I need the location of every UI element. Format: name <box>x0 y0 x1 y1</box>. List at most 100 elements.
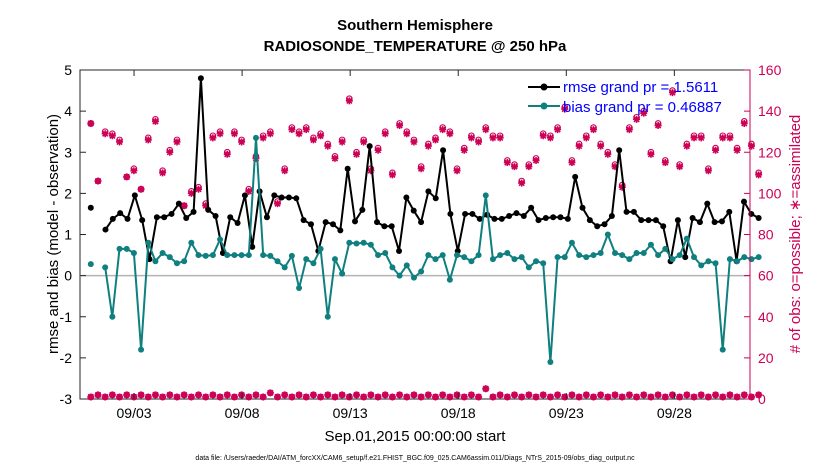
y2-axis-label: # of obs: o=possible; ∗=assimilated <box>787 115 804 354</box>
obs-assimilated-marker <box>589 126 597 134</box>
rmse-point <box>175 200 182 207</box>
bias-point <box>360 239 367 246</box>
rmse-point <box>263 214 270 221</box>
obs-assimilated-low-marker <box>460 393 468 401</box>
obs-assimilated-marker <box>633 115 641 123</box>
rmse-point <box>704 200 711 207</box>
rmse-point <box>469 210 476 217</box>
obs-assimilated-low-marker <box>417 393 425 401</box>
obs-assimilated-marker <box>654 122 662 130</box>
obs-assimilated-marker <box>374 146 382 154</box>
obs-assimilated-marker <box>690 134 698 142</box>
rmse-point <box>271 192 278 199</box>
data-file-footer: data file: /Users/raeder/DAI/ATM_forcXX/… <box>195 455 635 462</box>
rmse-point <box>660 223 667 230</box>
bias-point <box>504 250 511 257</box>
rmse-point <box>117 210 124 217</box>
obs-assimilated-low-marker <box>446 393 454 401</box>
bias-point <box>231 252 238 259</box>
obs-assimilated-marker <box>661 159 669 167</box>
obs-assimilated-marker <box>230 130 238 138</box>
obs-assimilated-low-marker <box>381 391 389 399</box>
bias-point <box>475 252 482 259</box>
bias-point <box>152 258 159 265</box>
obs-assimilated-marker <box>525 163 533 171</box>
bias-point <box>676 252 683 259</box>
bias-point <box>533 258 540 265</box>
obs-assimilated-marker <box>582 134 590 142</box>
obs-assimilated-marker <box>144 136 152 144</box>
rmse-point <box>674 217 681 224</box>
obs-assimilated-low-marker <box>123 391 131 399</box>
rmse-point <box>711 219 718 226</box>
bias-point <box>597 250 604 257</box>
bias-point <box>568 239 575 246</box>
obs-assimilated-low-marker <box>712 391 720 399</box>
obs-assimilated-low-marker <box>101 393 109 401</box>
bias-point <box>87 261 94 268</box>
bias-point <box>188 239 195 246</box>
obs-assimilated-marker <box>683 142 691 150</box>
rmse-point <box>337 227 344 234</box>
obs-assimilated-low-marker <box>525 391 533 399</box>
y-tick-label: 5 <box>64 62 72 78</box>
y2-tick-label: 160 <box>758 62 782 78</box>
obs-assimilated-marker <box>87 119 95 127</box>
obs-assimilated-marker <box>281 167 289 175</box>
rmse-point <box>410 207 417 214</box>
bias-point <box>425 252 432 259</box>
obs-assimilated-marker <box>446 130 454 138</box>
bias-point <box>252 134 259 141</box>
chart-axes: 09/03 09/08 09/13 09/18 09/23 09/28 -3 -2 -1 0 1 2 3… <box>60 62 782 421</box>
obs-assimilated-marker <box>467 134 475 142</box>
obs-assimilated-low-marker <box>740 391 748 399</box>
bias-point <box>310 260 317 267</box>
rmse-point <box>579 204 586 211</box>
bias-point <box>691 254 698 261</box>
bias-point <box>382 250 389 257</box>
rmse-point <box>616 147 623 154</box>
bias-point <box>468 258 475 265</box>
bias-point <box>554 254 561 261</box>
obs-assimilated-low-marker <box>726 391 734 399</box>
rmse-point <box>601 221 608 228</box>
bias-point <box>633 250 640 257</box>
obs-assimilated-low-marker <box>295 391 303 399</box>
obs-assimilated-marker <box>331 154 339 162</box>
obs-assimilated-marker <box>460 146 468 154</box>
obs-assimilated-low-marker <box>173 393 181 401</box>
obs-assimilated-low-marker <box>467 391 475 399</box>
bias-point <box>755 254 762 261</box>
bias-point <box>353 240 360 247</box>
rmse-point <box>344 165 351 172</box>
obs-assimilated-low-marker <box>302 393 310 401</box>
bias-point <box>324 313 331 320</box>
bias-point <box>647 241 654 248</box>
obs-assimilated-marker <box>216 130 224 138</box>
obs-assimilated-low-marker <box>274 393 282 401</box>
x-tick-label: 09/28 <box>657 405 692 421</box>
obs-assimilated-low-marker <box>410 391 418 399</box>
rmse-point <box>109 215 116 222</box>
bias-point <box>410 274 417 281</box>
x-tick-label: 09/03 <box>117 405 152 421</box>
obs-assimilated-marker <box>367 167 375 175</box>
obs-assimilated-low-marker <box>561 393 569 401</box>
obs-assimilated-low-marker <box>554 391 562 399</box>
obs-assimilated-marker <box>568 159 576 167</box>
rmse-point <box>249 243 256 250</box>
rmse-point <box>630 208 637 215</box>
y-tick-label: -1 <box>60 309 73 325</box>
bias-point <box>173 260 180 267</box>
bias-point <box>432 256 439 263</box>
bias-point <box>403 262 410 269</box>
rmse-point <box>124 215 131 222</box>
obs-assimilated-low-marker <box>396 391 404 399</box>
rmse-point <box>168 210 175 217</box>
obs-assimilated-marker <box>202 202 210 210</box>
bias-point <box>331 256 338 263</box>
rmse-point <box>102 226 109 233</box>
bias-point <box>317 245 324 252</box>
rmse-point <box>491 215 498 222</box>
obs-assimilated-marker <box>381 130 389 138</box>
